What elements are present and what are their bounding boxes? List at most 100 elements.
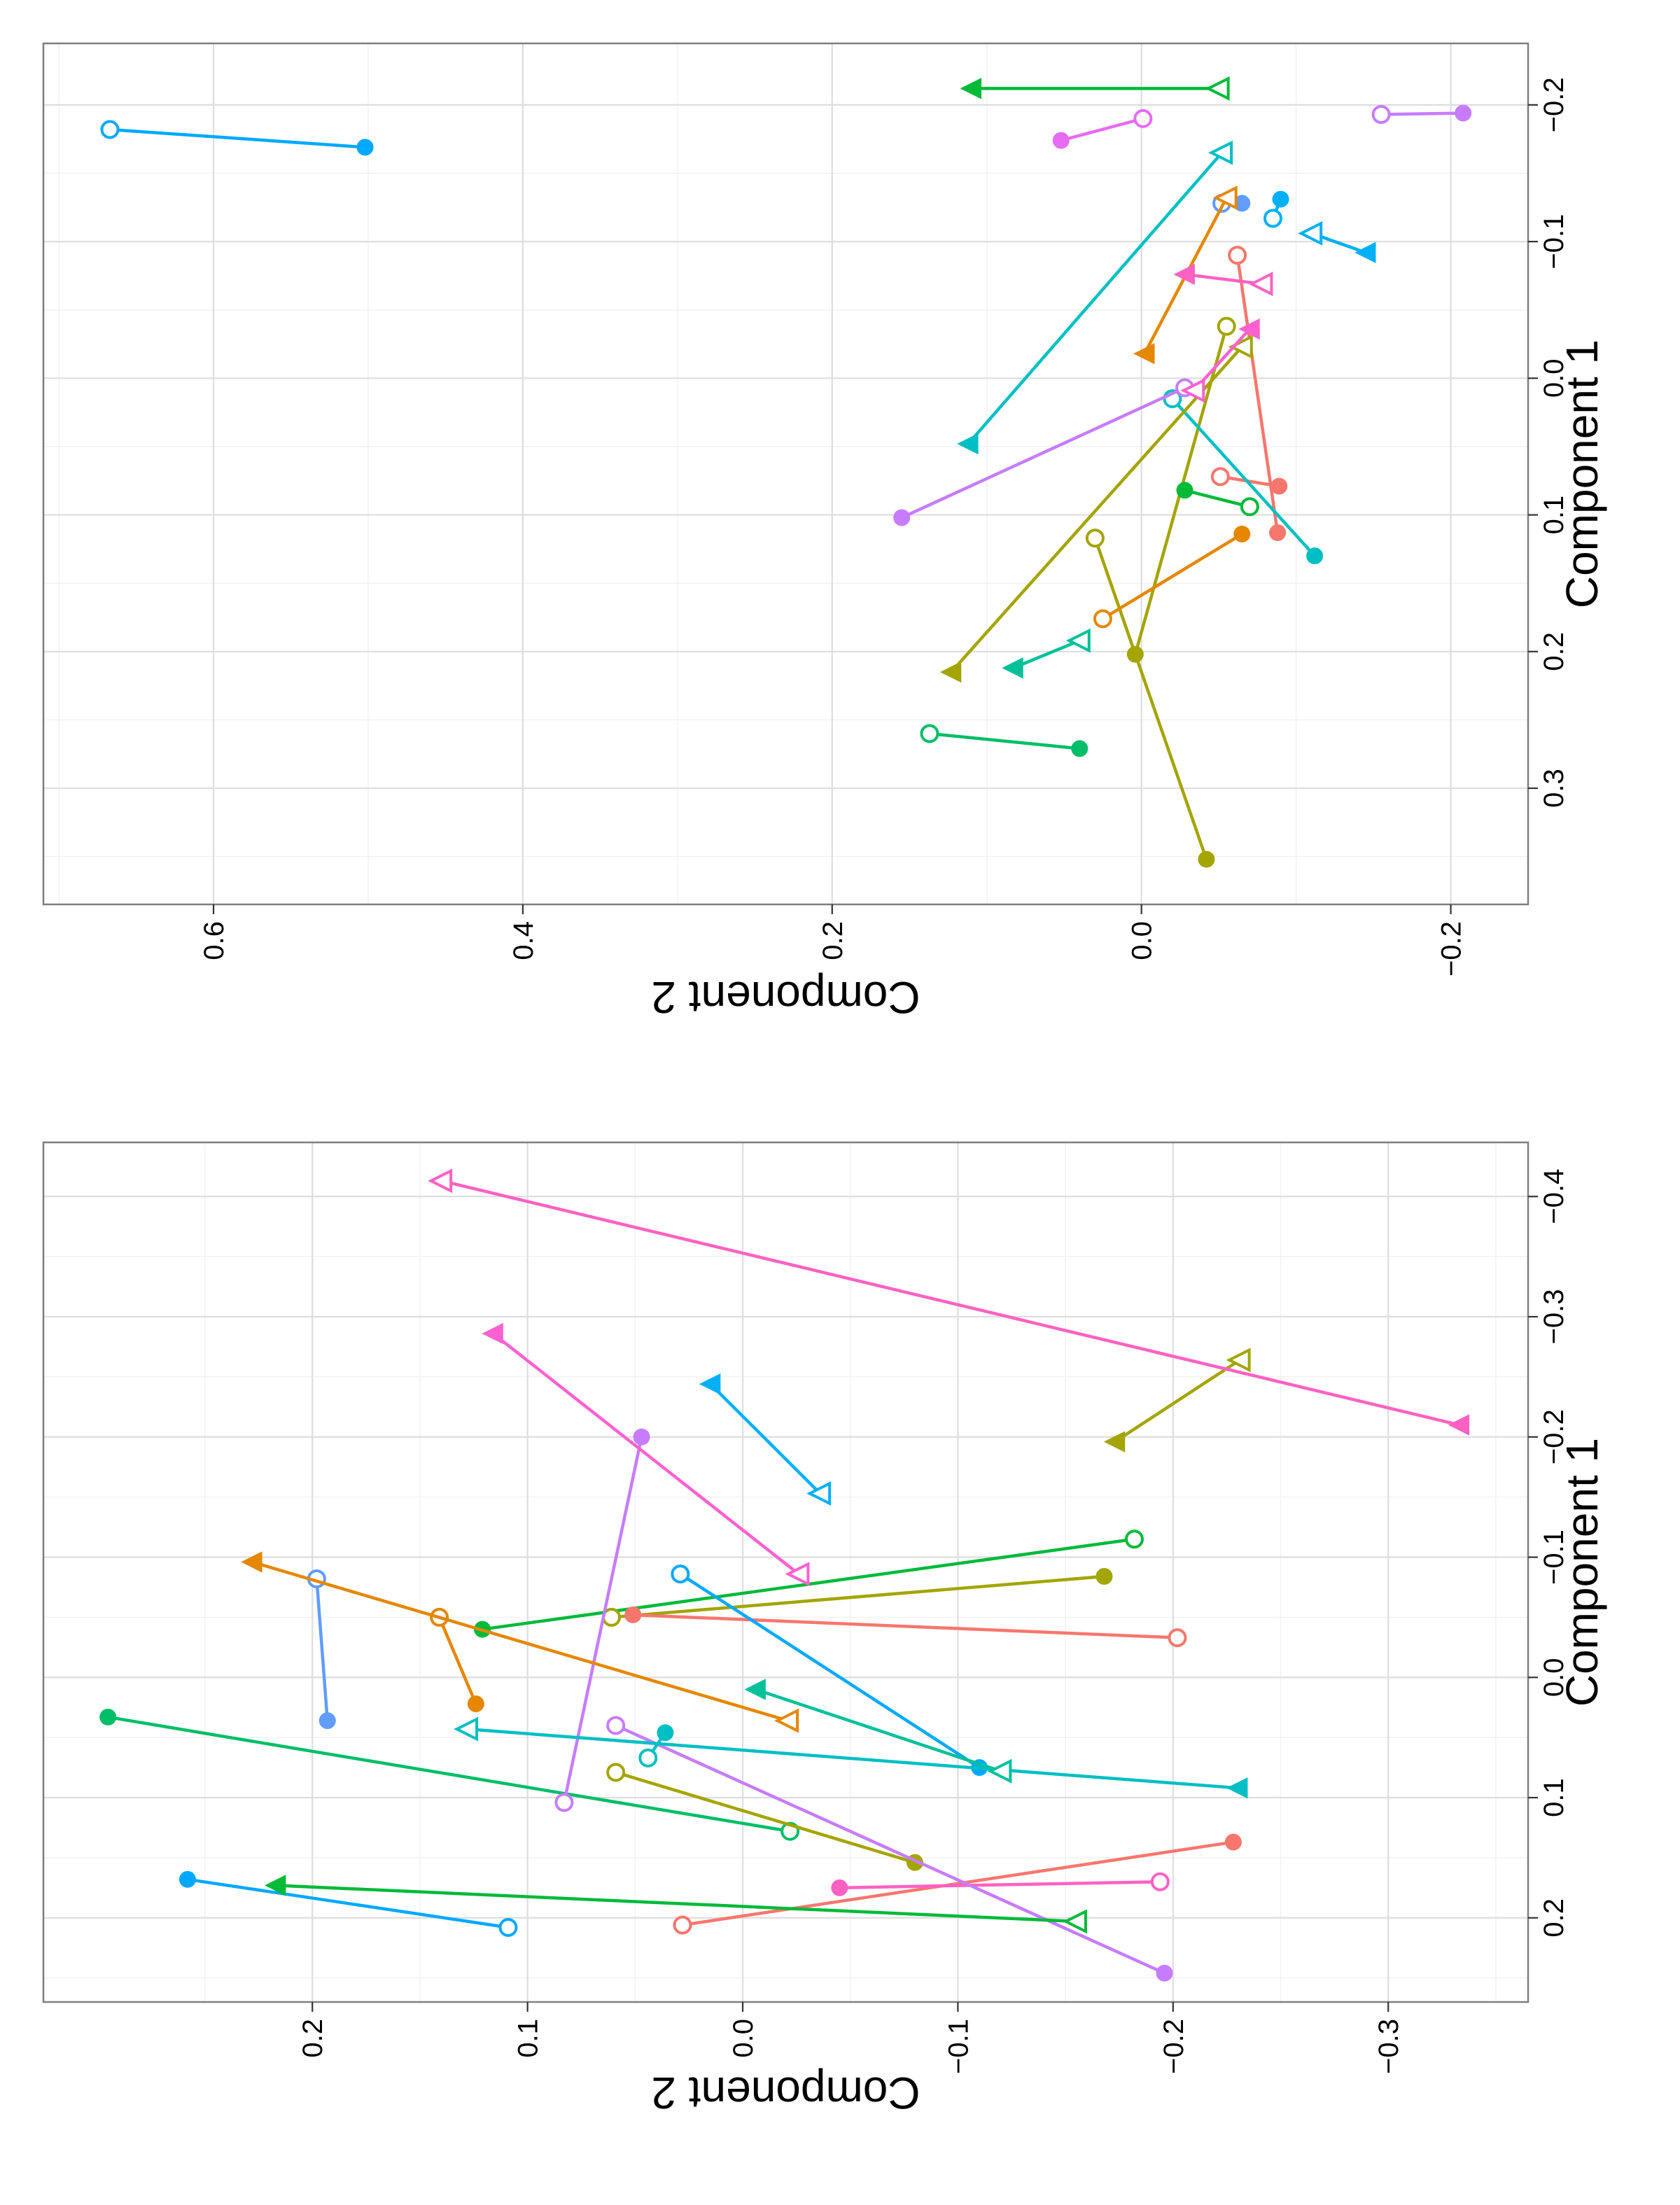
top-panel: −0.2 −0.1 0.0 0.1 0.2 0.3 −0.2 0.0 0.2 0.4 0.6 Comp… — [42, 42, 1607, 1023]
start-point-marker — [1233, 525, 1251, 542]
end-point-marker — [1124, 1530, 1144, 1549]
x-tick-label: 0.3 — [1539, 769, 1569, 808]
start-point-marker — [264, 1875, 286, 1896]
y-tick-label: −0.2 — [1436, 921, 1467, 976]
end-point-marker — [1210, 467, 1230, 486]
end-point-marker — [1263, 209, 1282, 228]
end-point-marker — [1212, 186, 1238, 211]
start-point-marker — [1354, 241, 1376, 263]
trajectory — [1052, 108, 1153, 149]
x-tick-label: −0.2 — [1539, 1409, 1569, 1464]
trajectory-segment — [633, 1613, 1178, 1639]
end-point-marker — [1208, 140, 1233, 165]
y-tick-label: −0.2 — [1158, 2019, 1189, 2074]
trajectory-segment — [275, 1884, 1077, 1924]
x-tick-label: 0.0 — [1539, 359, 1569, 398]
x-tick-label: 0.2 — [1539, 632, 1569, 671]
trajectory-segment — [901, 386, 1186, 519]
trajectory-segment — [1060, 117, 1144, 142]
end-point-marker — [606, 1716, 626, 1735]
start-point-marker — [482, 1322, 503, 1345]
trajectory — [482, 1322, 810, 1587]
trajectory-segment — [682, 1840, 1234, 1927]
trajectory — [1163, 389, 1324, 565]
x-tick-label: 0.1 — [1539, 1778, 1569, 1817]
end-point-marker — [1133, 108, 1153, 128]
trajectory — [831, 1872, 1170, 1896]
bottom-panel: −0.4 −0.3 −0.2 −0.1 0.0 0.1 0.2 −0.3 −0.2 −0.1 0.0… — [42, 1141, 1607, 2118]
start-point-marker — [939, 661, 962, 683]
trajectory — [1210, 467, 1288, 495]
trajectory-segment — [1184, 272, 1263, 286]
end-point-marker — [606, 1763, 626, 1782]
trajectory-segment — [1171, 398, 1316, 557]
trajectory-segment — [839, 1880, 1161, 1890]
trajectory-segment — [315, 1578, 330, 1721]
trajectory — [1180, 318, 1260, 403]
x-tick-label: 0.0 — [1539, 1658, 1569, 1697]
end-point-marker — [1085, 528, 1105, 548]
trajectory — [100, 120, 374, 156]
end-point-marker — [498, 1918, 518, 1938]
trajectory-segment — [467, 1727, 1238, 1790]
end-point-marker — [1150, 1872, 1170, 1891]
trajectory-segment — [1381, 111, 1464, 116]
start-point-marker — [1133, 342, 1155, 365]
trajectory-segment — [562, 1436, 643, 1803]
trajectory — [744, 1679, 1012, 1784]
end-point-marker — [1065, 628, 1091, 653]
trajectory-segment — [492, 1332, 800, 1576]
trajectory-segment — [1102, 532, 1243, 620]
trajectory-segment — [615, 1723, 1166, 1975]
trajectory-segment — [109, 127, 365, 149]
trajectory — [241, 1551, 799, 1733]
trajectory-segment — [967, 151, 1224, 445]
start-point-marker — [657, 1724, 674, 1742]
x-axis-title: Component 1 — [1557, 340, 1607, 608]
trajectory-segment — [755, 1688, 1002, 1773]
x-tick-label: −0.2 — [1539, 77, 1569, 132]
trajectory — [454, 1716, 1248, 1799]
end-point-marker — [1228, 246, 1247, 265]
start-point-marker — [318, 1712, 336, 1730]
end-point-marker — [554, 1793, 574, 1812]
trajectory — [957, 140, 1233, 455]
end-point-marker — [1226, 1348, 1251, 1373]
trajectory — [1371, 104, 1472, 125]
start-point-marker — [633, 1428, 650, 1446]
start-point-marker — [1198, 850, 1215, 868]
end-point-marker — [100, 120, 120, 139]
trajectories — [100, 76, 1472, 868]
end-point-marker — [673, 1915, 692, 1935]
trajectory-segment — [1184, 489, 1250, 509]
trajectory — [1093, 525, 1251, 629]
trajectory-segment — [441, 1179, 1460, 1427]
end-point-marker — [1371, 105, 1391, 125]
x-tick-label: −0.1 — [1539, 1530, 1569, 1585]
end-point-marker — [920, 724, 939, 743]
trajectory — [1176, 482, 1259, 517]
start-point-marker — [744, 1679, 766, 1700]
x-tick-label: −0.1 — [1539, 214, 1569, 270]
start-point-marker — [1233, 195, 1251, 212]
start-point-marker — [1270, 477, 1288, 495]
trajectory — [939, 334, 1253, 683]
start-point-marker — [1448, 1414, 1470, 1436]
trajectory — [430, 1607, 484, 1713]
trajectory — [1173, 263, 1273, 297]
trajectory — [960, 76, 1230, 101]
y-tick-label: 0.0 — [728, 2019, 759, 2058]
y-axis-title: Component 2 — [651, 972, 920, 1023]
end-point-marker — [1248, 272, 1273, 297]
y-tick-label: 0.1 — [513, 2019, 544, 2058]
start-point-marker — [1071, 740, 1088, 757]
y-tick-label: −0.3 — [1373, 2019, 1404, 2074]
trajectories — [99, 1168, 1470, 1982]
start-point-marker — [1306, 547, 1324, 565]
trajectory-segment — [1219, 475, 1280, 488]
start-point-marker — [1226, 1777, 1248, 1799]
start-point-marker — [1272, 190, 1289, 208]
trajectory-segment — [950, 345, 1243, 673]
y-tick-label: 0.0 — [1127, 921, 1158, 960]
